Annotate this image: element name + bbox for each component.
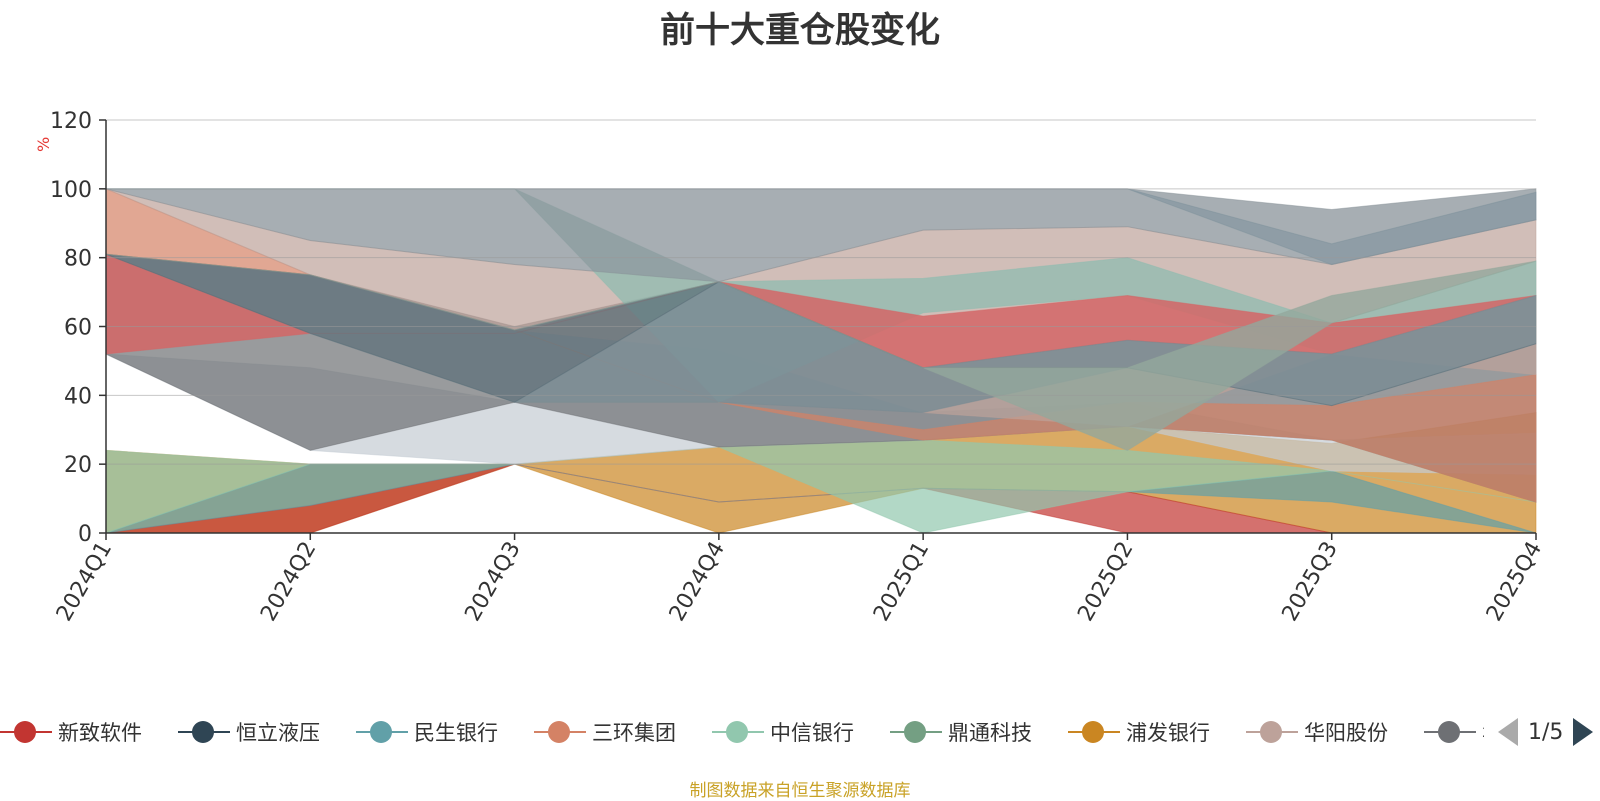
legend-marker-icon	[178, 720, 230, 744]
legend-item[interactable]: 浦发银行	[1068, 712, 1210, 752]
legend-item[interactable]: 中信银行	[712, 712, 854, 752]
legend-page-indicator: 1/5	[1528, 719, 1564, 745]
legend-label: 民生银行	[414, 721, 498, 745]
legend-marker-icon	[1424, 720, 1476, 744]
legend-item[interactable]: 新致软件	[0, 712, 142, 752]
legend-label: 浦发银行	[1126, 721, 1210, 745]
legend-dot-icon	[1438, 721, 1460, 743]
legend-marker-icon	[0, 720, 52, 744]
legend-dot-icon	[726, 721, 748, 743]
legend-dot-icon	[192, 721, 214, 743]
legend-marker-icon	[1068, 720, 1120, 744]
data-source-note: 制图数据来自恒生聚源数据库	[689, 781, 911, 801]
legend-item[interactable]: 华	[1424, 712, 1484, 752]
y-tick-label: 80	[64, 247, 92, 272]
legend-dot-icon	[904, 721, 926, 743]
legend-pager: 1/5	[1498, 712, 1598, 752]
legend-marker-icon	[1246, 720, 1298, 744]
legend-item[interactable]: 三环集团	[534, 712, 676, 752]
legend-dot-icon	[370, 721, 392, 743]
legend-label: 新致软件	[58, 721, 142, 745]
x-tick-label: 2025Q4	[1482, 538, 1547, 626]
x-tick-label: 2024Q4	[665, 538, 730, 626]
legend-item[interactable]: 民生银行	[356, 712, 498, 752]
legend-dot-icon	[1082, 721, 1104, 743]
legend-label: 华阳股份	[1304, 721, 1388, 745]
legend-dot-icon	[548, 721, 570, 743]
legend-item[interactable]: 华阳股份	[1246, 712, 1388, 752]
legend-items: 新致软件 恒立液压 民生银行 三环集团 中信银行 鼎通科技 浦发银行 华阳股份 华	[0, 712, 1484, 752]
chart-plot: 0 20 40 60 80 100 120 2024Q1 2024Q2 2024Q3 2024Q4 2…	[50, 109, 1547, 626]
legend-marker-icon	[534, 720, 586, 744]
legend-label: 华	[1482, 717, 1484, 747]
legend-item[interactable]: 恒立液压	[178, 712, 320, 752]
legend-label: 鼎通科技	[948, 721, 1032, 745]
legend-next-page-icon[interactable]	[1573, 718, 1594, 746]
y-tick-label: 0	[78, 522, 92, 547]
y-tick-label: 40	[64, 384, 92, 409]
chart-title: 前十大重仓股变化	[659, 11, 940, 51]
x-tick-label: 2025Q1	[869, 538, 934, 626]
legend-marker-icon	[712, 720, 764, 744]
legend-dot-icon	[14, 721, 36, 743]
y-tick-label: 100	[50, 178, 92, 203]
legend: 新致软件 恒立液压 民生银行 三环集团 中信银行 鼎通科技 浦发银行 华阳股份 华	[0, 712, 1600, 752]
y-tick-label: 20	[64, 453, 92, 478]
y-axis-unit: %	[34, 136, 53, 152]
x-tick-label: 2024Q3	[460, 538, 525, 626]
x-tick-label: 2025Q3	[1278, 538, 1343, 626]
legend-marker-icon	[356, 720, 408, 744]
legend-dot-icon	[1260, 721, 1282, 743]
legend-prev-page-icon[interactable]	[1498, 718, 1518, 746]
legend-label: 三环集团	[592, 721, 676, 745]
legend-marker-icon	[890, 720, 942, 744]
legend-label: 恒立液压	[236, 721, 320, 745]
legend-label: 中信银行	[770, 721, 854, 745]
area-band-13	[105, 253, 1537, 451]
y-tick-label: 60	[64, 316, 92, 341]
x-tick-label: 2024Q1	[52, 538, 117, 626]
x-tick-label: 2025Q2	[1073, 538, 1138, 626]
x-tick-label: 2024Q2	[256, 538, 321, 626]
y-tick-label: 120	[50, 109, 92, 134]
legend-item[interactable]: 鼎通科技	[890, 712, 1032, 752]
